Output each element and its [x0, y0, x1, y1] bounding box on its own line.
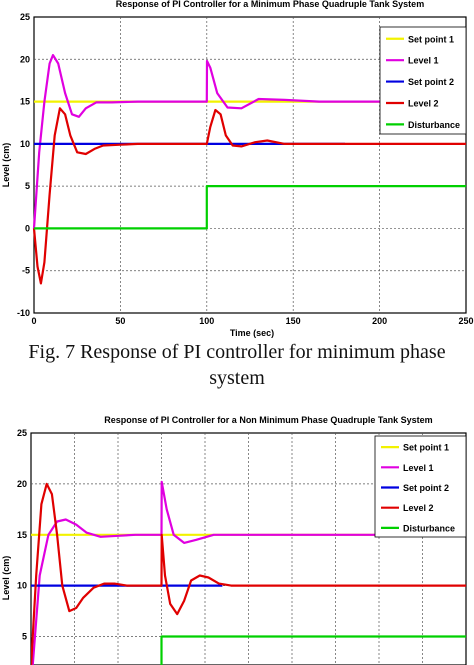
legend: Set point 1 Level 1 Set point 2 Level 2 Dist… — [374, 435, 467, 538]
chart-title: Response of PI Controller for a Non Mini… — [104, 415, 432, 425]
y-tick-label: 25 — [17, 428, 27, 438]
y-tick-label: 10 — [20, 139, 30, 149]
series-line-disturbance — [34, 185, 466, 230]
legend-label: Set point 1 — [408, 34, 454, 44]
y-tick-label: 10 — [17, 581, 27, 591]
x-axis-label: Time (sec) — [230, 328, 274, 338]
y-tick-label: 5 — [22, 632, 27, 642]
y-axis-label: Level (cm) — [1, 143, 11, 188]
y-tick-label: -10 — [17, 308, 30, 318]
y-tick-label: 15 — [17, 530, 27, 540]
x-tick-label: 250 — [458, 316, 473, 326]
legend-label: Disturbance — [403, 523, 455, 533]
x-tick-label: 50 — [115, 316, 125, 326]
series-line-level-2 — [32, 107, 466, 285]
x-tick-label: 150 — [286, 316, 301, 326]
legend: Set point 1 Level 1 Set point 2 Level 2 Dist… — [379, 26, 467, 135]
series-line-level-1 — [31, 480, 466, 665]
x-tick-label: 100 — [199, 316, 214, 326]
legend-label: Level 2 — [403, 503, 434, 513]
legend-label: Set point 2 — [408, 77, 454, 87]
y-tick-label: 0 — [25, 223, 30, 233]
y-tick-label: 20 — [20, 54, 30, 64]
y-tick-label: 25 — [20, 12, 30, 22]
chart-title: Response of PI Controller for a Minimum … — [116, 0, 424, 9]
x-tick-label: 200 — [372, 316, 387, 326]
legend-box — [379, 26, 467, 135]
figure-caption-line-1: Fig. 7 Response of PI controller for min… — [28, 341, 446, 363]
y-tick-label: 20 — [17, 479, 27, 489]
y-tick-label: 5 — [25, 181, 30, 191]
series-line-disturbance — [160, 635, 466, 665]
chart-2: Response of PI Controller for a Non Mini… — [1, 415, 467, 665]
legend-label: Set point 1 — [403, 443, 449, 453]
figure-caption-line-2: system — [209, 367, 265, 389]
y-axis-label: Level (cm) — [1, 556, 11, 601]
series-line-level-1 — [32, 53, 389, 229]
legend-label: Level 2 — [408, 98, 439, 108]
y-tick-label: 15 — [20, 97, 30, 107]
y-tick-label: -5 — [22, 266, 30, 276]
x-tick-label: 0 — [31, 316, 36, 326]
legend-label: Disturbance — [408, 120, 460, 130]
legend-label: Set point 2 — [403, 483, 449, 493]
legend-label: Level 1 — [403, 463, 434, 473]
legend-label: Level 1 — [408, 56, 439, 66]
chart-1: Response of PI Controller for a Minimum … — [1, 0, 474, 338]
series-line-level-2 — [31, 482, 466, 665]
